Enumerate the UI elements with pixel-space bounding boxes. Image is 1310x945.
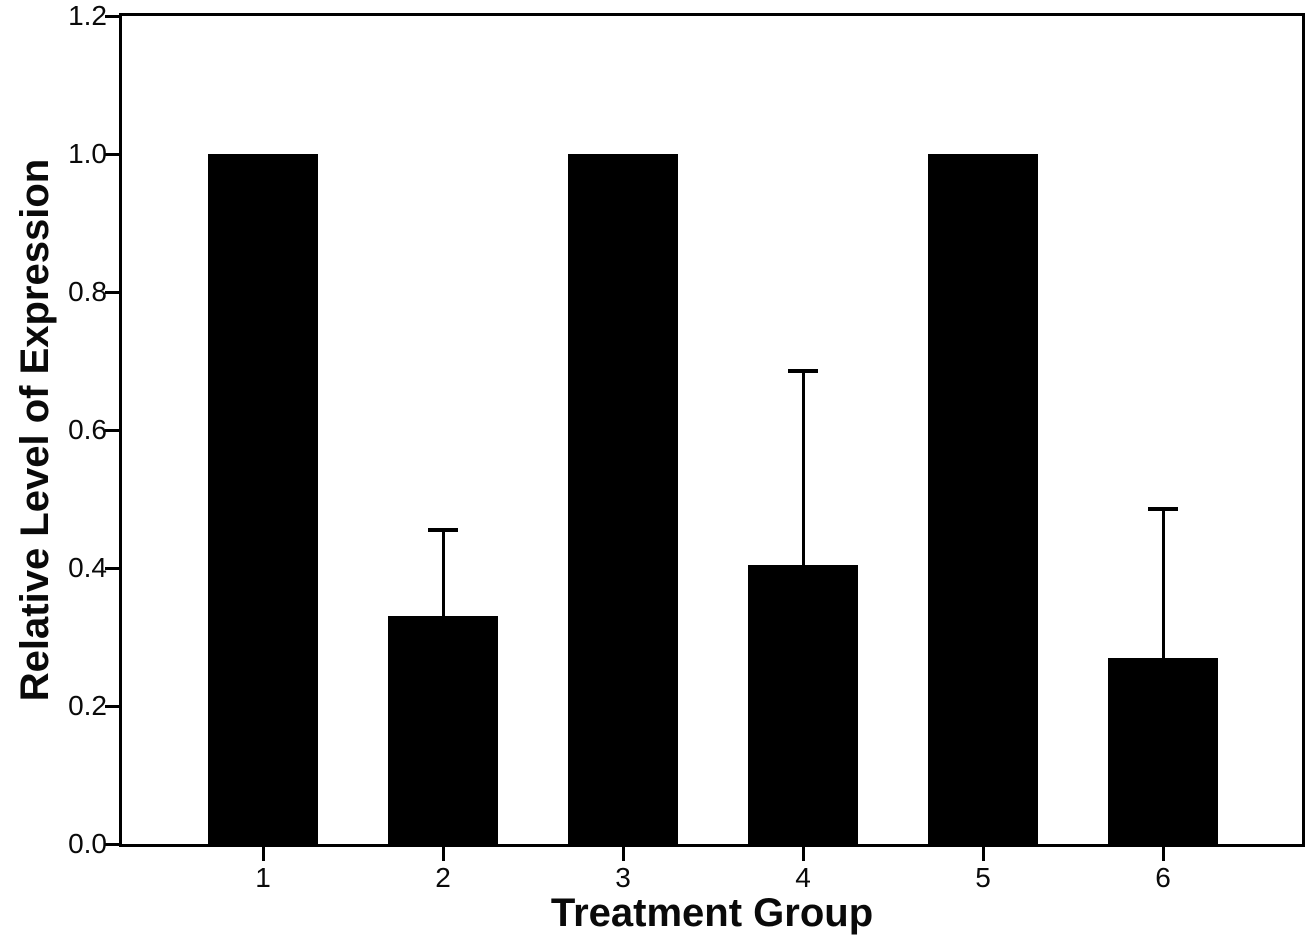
x-tick-mark — [801, 846, 805, 861]
y-tick-label: 0.2 — [68, 690, 107, 721]
x-tick-mark — [261, 846, 265, 861]
y-tick-mark — [105, 290, 119, 294]
x-tick-mark — [621, 846, 625, 861]
plot-inner — [122, 16, 1302, 844]
y-tick-label: 1.2 — [68, 0, 107, 31]
bar-group-3 — [568, 154, 678, 844]
x-tick-label: 3 — [615, 862, 631, 893]
error-bar-cap-group-6 — [1148, 507, 1178, 512]
x-tick-mark — [1161, 846, 1165, 861]
bar-group-6 — [1108, 657, 1218, 844]
y-tick-label: 1.0 — [68, 138, 107, 169]
bar-group-5 — [928, 154, 1038, 844]
y-tick-mark — [105, 152, 119, 156]
x-tick-mark — [441, 846, 445, 861]
y-tick-mark — [105, 428, 119, 432]
x-tick-label: 2 — [435, 862, 451, 893]
x-tick-label: 4 — [795, 862, 811, 893]
error-bar-cap-group-4 — [788, 369, 818, 374]
y-tick-mark — [105, 842, 119, 846]
bar-group-2 — [388, 616, 498, 844]
bar-group-1 — [208, 154, 318, 844]
x-tick-label: 6 — [1155, 862, 1171, 893]
error-bar-stem-group-2 — [441, 530, 445, 617]
error-bar-stem-group-4 — [801, 371, 805, 565]
y-tick-mark — [105, 704, 119, 708]
x-tick-mark — [981, 846, 985, 861]
error-bar-cap-group-2 — [428, 528, 458, 533]
y-tick-label: 0.8 — [68, 276, 107, 307]
x-tick-label: 5 — [975, 862, 991, 893]
x-axis-title: Treatment Group — [550, 891, 874, 935]
y-tick-label: 0.0 — [68, 828, 107, 859]
plot-area — [119, 13, 1305, 847]
x-tick-label: 1 — [255, 862, 271, 893]
y-tick-mark — [105, 14, 119, 18]
y-tick-mark — [105, 566, 119, 570]
bar-group-4 — [748, 564, 858, 844]
y-tick-label: 0.4 — [68, 552, 107, 583]
y-tick-label: 0.6 — [68, 414, 107, 445]
error-bar-stem-group-6 — [1161, 509, 1165, 658]
